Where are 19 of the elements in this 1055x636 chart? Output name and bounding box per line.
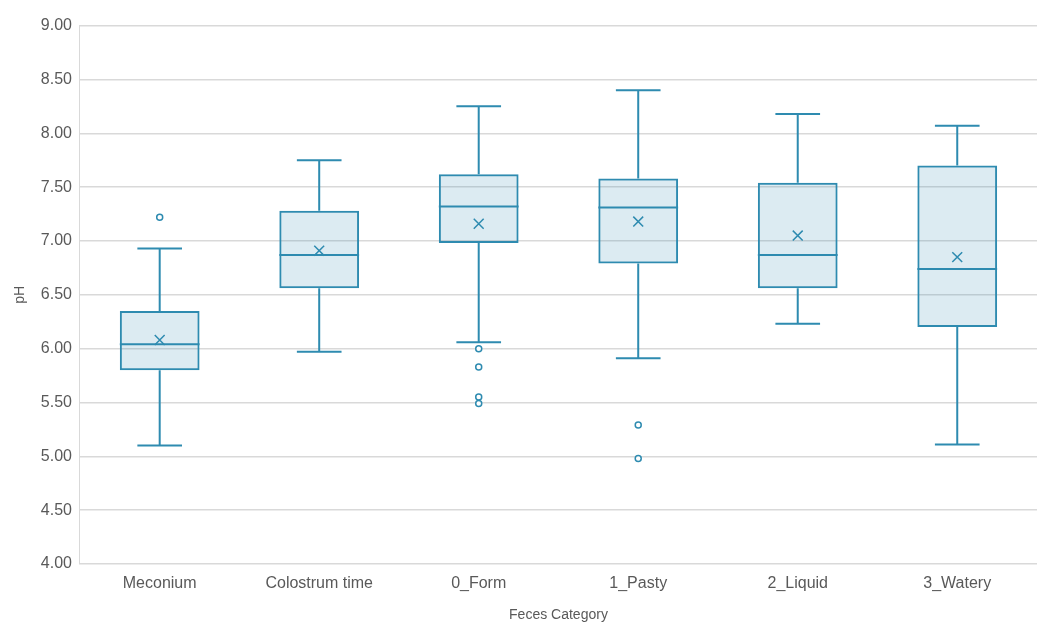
y-tick-label: 7.50 xyxy=(40,177,73,195)
y-tick-label: 9.00 xyxy=(40,16,73,34)
y-tick-label: 6.00 xyxy=(40,339,73,357)
x-tick-label: 3_Watery xyxy=(923,574,992,593)
x-tick-label: Colostrum time xyxy=(265,574,374,592)
x-tick-label: Meconium xyxy=(122,574,197,592)
y-tick-label: 4.00 xyxy=(40,554,73,572)
y-axis-title: pH xyxy=(11,285,28,304)
x-tick-label: 1_Pasty xyxy=(609,574,668,593)
y-tick-label: 7.00 xyxy=(40,231,73,249)
y-tick-label: 6.50 xyxy=(40,285,73,303)
x-axis-title: Feces Category xyxy=(509,606,608,623)
y-tick-label: 5.50 xyxy=(40,392,73,410)
y-tick-label: 4.50 xyxy=(40,500,73,518)
y-tick-label: 8.50 xyxy=(40,69,73,87)
y-tick-label: 5.00 xyxy=(40,446,73,464)
y-tick-label: 8.00 xyxy=(40,123,73,141)
x-tick-label: 2_Liquid xyxy=(767,574,828,593)
x-tick-label: 0_Form xyxy=(451,574,507,593)
